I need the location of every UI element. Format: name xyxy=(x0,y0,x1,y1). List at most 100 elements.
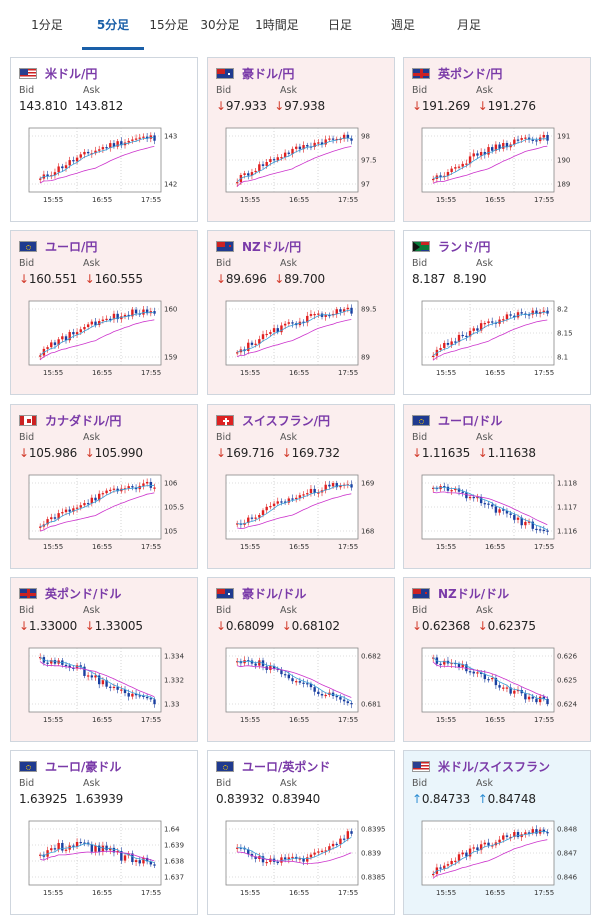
x-tick-label: 15:55 xyxy=(436,543,456,551)
candle xyxy=(75,665,79,669)
candle xyxy=(487,147,490,155)
candle xyxy=(79,329,82,333)
pair-name[interactable]: ランド/円 xyxy=(438,239,491,254)
x-tick-label: 17:55 xyxy=(338,889,358,897)
trend-up-icon: ↑ xyxy=(412,792,422,806)
candle xyxy=(269,159,272,162)
price-chart[interactable]: 1.334 1.332 1.33 15:55 16:55 17:55 xyxy=(25,646,193,726)
chart-frame xyxy=(225,300,359,366)
tab-0[interactable]: 1分足 xyxy=(31,18,63,32)
rate-card[interactable]: ユーロ/円 Bid Ask ↓160.551 ↓160.555 160 159 15:… xyxy=(10,230,198,395)
tab-1[interactable]: 5分足 xyxy=(82,0,144,50)
candle xyxy=(498,509,501,513)
candle xyxy=(90,321,94,325)
rate-card[interactable]: ユーロ/英ポンド Bid Ask 0.83932 0.83940 0.8395 0.… xyxy=(207,750,395,915)
x-tick-label: 17:55 xyxy=(141,716,161,724)
tab-3[interactable]: 30分足 xyxy=(200,18,240,32)
pair-name[interactable]: スイスフラン/円 xyxy=(242,413,331,428)
bid-ask-prices: ↑0.84733 ↑0.84748 xyxy=(412,792,536,806)
price-chart[interactable]: 106 105.5 105 15:55 16:55 17:55 xyxy=(25,473,193,553)
pair-name[interactable]: 英ポンド/円 xyxy=(438,66,503,81)
candle xyxy=(265,333,268,336)
price-chart[interactable]: 1.118 1.117 1.116 15:55 16:55 17:55 xyxy=(418,473,586,553)
pair-name[interactable]: ユーロ/豪ドル xyxy=(45,759,122,774)
pair-name[interactable]: 米ドル/スイスフラン xyxy=(438,759,551,774)
candle xyxy=(313,488,316,493)
rate-card[interactable]: 英ポンド/円 Bid Ask ↓191.269 ↓191.276 191 190 18… xyxy=(403,57,591,222)
rate-card[interactable]: ランド/円 Bid Ask 8.187 8.190 8.2 8.15 8.1 15:55… xyxy=(403,230,591,395)
candle xyxy=(101,845,105,852)
candle xyxy=(250,172,254,176)
rate-card[interactable]: スイスフラン/円 Bid Ask ↓169.716 ↓169.732 169 168… xyxy=(207,404,395,569)
tab-5[interactable]: 日足 xyxy=(327,18,352,32)
candle xyxy=(61,842,64,851)
pair-name[interactable]: カナダドル/円 xyxy=(45,413,122,428)
price-chart[interactable]: 1.64 1.639 1.638 1.637 15:55 16:55 17:55 xyxy=(25,819,193,899)
candle xyxy=(272,159,276,161)
x-tick-label: 16:55 xyxy=(289,716,309,724)
rate-card[interactable]: NZドル/ドル Bid Ask ↓0.62368 ↓0.62375 0.626 0.… xyxy=(403,577,591,742)
candle xyxy=(487,321,490,324)
moving-average-short xyxy=(236,484,352,525)
price-chart[interactable]: 89.5 89 15:55 16:55 17:55 xyxy=(222,299,390,379)
ask-price: 1.33005 xyxy=(94,619,143,633)
pair-name[interactable]: 豪ドル/円 xyxy=(242,66,295,81)
rate-card[interactable]: 英ポンド/ドル Bid Ask ↓1.33000 ↓1.33005 1.334 1.… xyxy=(10,577,198,742)
tab-4[interactable]: 1時間足 xyxy=(255,18,299,32)
candle xyxy=(39,355,42,357)
pair-name[interactable]: 米ドル/円 xyxy=(45,66,98,81)
candle xyxy=(153,135,156,141)
rate-card[interactable]: 豪ドル/ドル Bid Ask ↓0.68099 ↓0.68102 0.682 0.6… xyxy=(207,577,395,742)
price-chart[interactable]: 0.682 0.681 15:55 16:55 17:55 xyxy=(222,646,390,726)
candle xyxy=(432,873,435,876)
moving-average-long xyxy=(236,146,352,187)
price-chart[interactable]: 160 159 15:55 16:55 17:55 xyxy=(25,299,193,379)
rate-card[interactable]: 米ドル/スイスフラン Bid Ask ↑0.84733 ↑0.84748 0.84… xyxy=(403,750,591,915)
candle xyxy=(509,314,512,316)
candle xyxy=(468,330,472,337)
candle xyxy=(53,172,57,176)
candle xyxy=(538,696,542,703)
candle xyxy=(295,681,298,683)
candle xyxy=(527,832,531,834)
candle xyxy=(513,514,516,520)
rate-card[interactable]: ユーロ/ドル Bid Ask ↓1.11635 ↓1.11638 1.118 1.1… xyxy=(403,404,591,569)
rate-card[interactable]: ユーロ/豪ドル Bid Ask 1.63925 1.63939 1.64 1.639… xyxy=(10,750,198,915)
tab-6[interactable]: 週足 xyxy=(390,18,415,32)
candle xyxy=(502,509,505,511)
candle xyxy=(350,484,353,488)
price-chart[interactable]: 98 97.5 97 15:55 16:55 17:55 xyxy=(222,126,390,206)
pair-name[interactable]: 英ポンド/ドル xyxy=(45,586,122,601)
price-chart[interactable]: 191 190 189 15:55 16:55 17:55 xyxy=(418,126,586,206)
y-tick-label: 142 xyxy=(164,181,177,189)
rate-card[interactable]: カナダドル/円 Bid Ask ↓105.986 ↓105.990 106 105.… xyxy=(10,404,198,569)
candle xyxy=(450,860,453,865)
pair-name[interactable]: ユーロ/英ポンド xyxy=(242,759,331,774)
price-chart[interactable]: 143 142 15:55 16:55 17:55 xyxy=(25,126,193,206)
pair-name[interactable]: NZドル/ドル xyxy=(438,586,510,601)
rate-card[interactable]: NZドル/円 Bid Ask ↓89.696 ↓89.700 89.5 89 15:5… xyxy=(207,230,395,395)
candle xyxy=(479,496,483,504)
bid-price: 169.716 xyxy=(225,446,275,460)
bid-label: Bid xyxy=(19,432,35,443)
pair-name[interactable]: ユーロ/円 xyxy=(45,239,98,254)
tab-2[interactable]: 15分足 xyxy=(149,18,189,32)
price-chart[interactable]: 8.2 8.15 8.1 15:55 16:55 17:55 xyxy=(418,299,586,379)
bid-label: Bid xyxy=(19,85,35,96)
candle xyxy=(487,842,490,846)
price-chart[interactable]: 0.8395 0.839 0.8385 15:55 16:55 17:55 xyxy=(222,819,390,899)
price-chart[interactable]: 0.848 0.847 0.846 15:55 16:55 17:55 xyxy=(418,819,586,899)
candle xyxy=(50,660,53,664)
candle xyxy=(112,847,116,853)
tab-7[interactable]: 月足 xyxy=(456,18,481,32)
pair-name[interactable]: ユーロ/ドル xyxy=(438,413,503,428)
candle xyxy=(291,856,294,859)
rate-card[interactable]: 米ドル/円 Bid Ask 143.810 143.812 143 142 15:55… xyxy=(10,57,198,222)
candle xyxy=(109,686,112,688)
pair-name[interactable]: 豪ドル/ドル xyxy=(242,586,307,601)
price-chart[interactable]: 169 168 15:55 16:55 17:55 xyxy=(222,473,390,553)
y-tick-label: 0.839 xyxy=(361,850,381,858)
pair-name[interactable]: NZドル/円 xyxy=(242,239,302,254)
price-chart[interactable]: 0.626 0.625 0.624 15:55 16:55 17:55 xyxy=(418,646,586,726)
rate-card[interactable]: 豪ドル/円 Bid Ask ↓97.933 ↓97.938 98 97.5 97 15:… xyxy=(207,57,395,222)
